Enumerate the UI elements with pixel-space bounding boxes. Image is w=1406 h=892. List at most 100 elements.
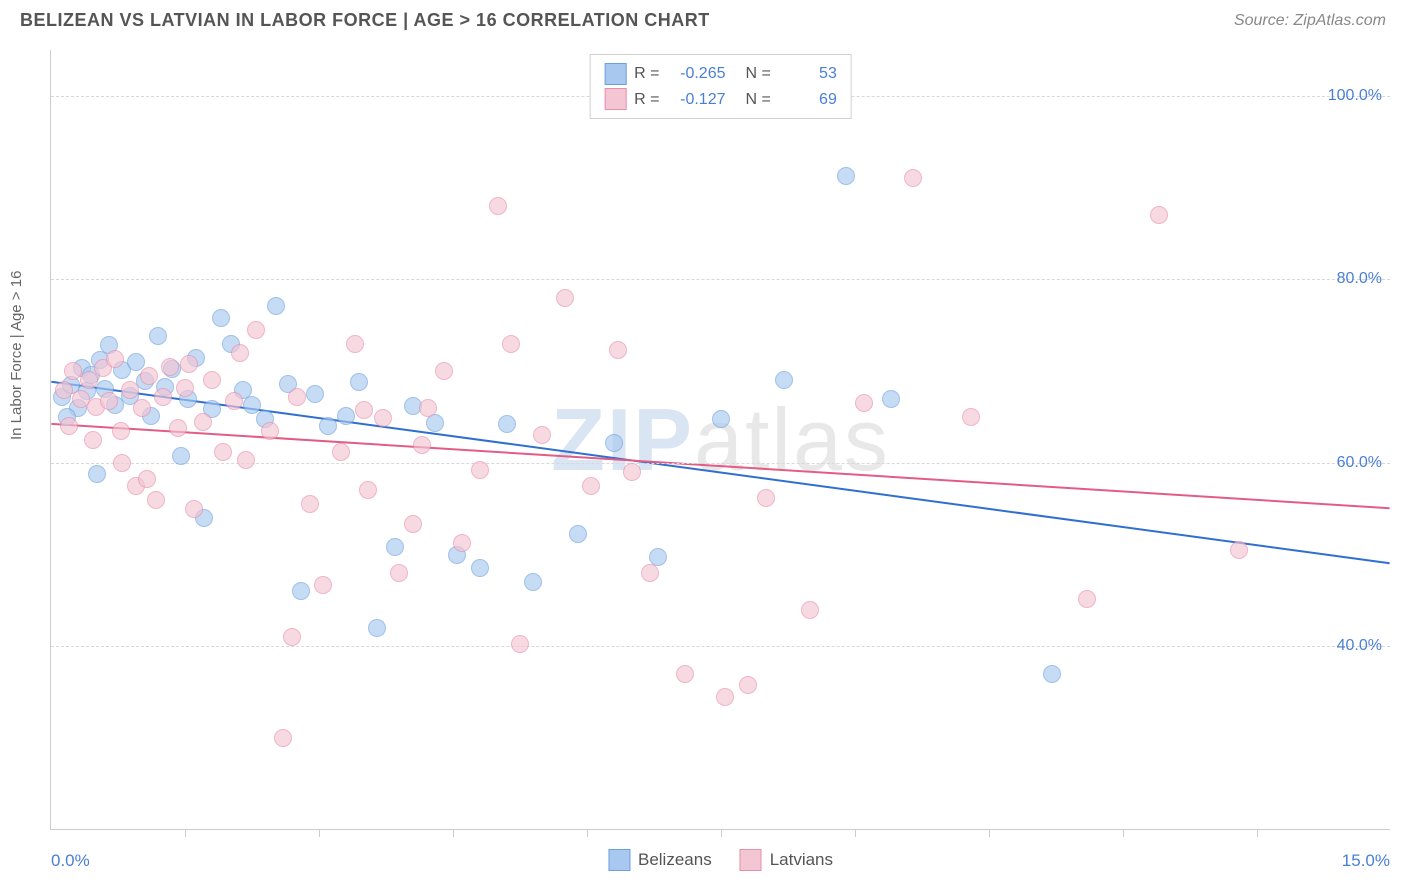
data-point (84, 431, 102, 449)
data-point (605, 434, 623, 452)
data-point (556, 289, 574, 307)
x-tick (185, 829, 186, 837)
x-tick (989, 829, 990, 837)
data-point (332, 443, 350, 461)
legend-item-belizeans: Belizeans (608, 849, 712, 871)
data-point (404, 515, 422, 533)
data-point (147, 491, 165, 509)
data-point (524, 573, 542, 591)
data-point (180, 355, 198, 373)
data-point (1078, 590, 1096, 608)
series-legend: Belizeans Latvians (608, 849, 833, 871)
data-point (113, 454, 131, 472)
data-point (283, 628, 301, 646)
swatch-icon (740, 849, 762, 871)
data-point (172, 447, 190, 465)
y-tick-label: 40.0% (1337, 637, 1382, 655)
data-point (837, 167, 855, 185)
data-point (775, 371, 793, 389)
data-point (149, 327, 167, 345)
data-point (176, 379, 194, 397)
data-point (237, 451, 255, 469)
data-point (712, 410, 730, 428)
data-point (511, 635, 529, 653)
data-point (100, 392, 118, 410)
data-point (288, 388, 306, 406)
data-point (739, 676, 757, 694)
data-point (904, 169, 922, 187)
data-point (757, 489, 775, 507)
x-tick (319, 829, 320, 837)
data-point (314, 576, 332, 594)
data-point (413, 436, 431, 454)
data-point (319, 417, 337, 435)
data-point (185, 500, 203, 518)
data-point (261, 422, 279, 440)
data-point (533, 426, 551, 444)
data-point (306, 385, 324, 403)
data-point (676, 665, 694, 683)
swatch-icon (604, 88, 626, 110)
data-point (435, 362, 453, 380)
data-point (359, 481, 377, 499)
data-point (716, 688, 734, 706)
data-point (194, 413, 212, 431)
data-point (350, 373, 368, 391)
data-point (161, 358, 179, 376)
data-point (649, 548, 667, 566)
legend-item-latvians: Latvians (740, 849, 833, 871)
legend-row-latvians: R = -0.127 N = 69 (604, 87, 837, 113)
data-point (214, 443, 232, 461)
data-point (231, 344, 249, 362)
x-tick (855, 829, 856, 837)
data-point (498, 415, 516, 433)
data-point (609, 341, 627, 359)
data-point (453, 534, 471, 552)
data-point (386, 538, 404, 556)
x-tick (453, 829, 454, 837)
data-point (121, 381, 139, 399)
data-point (60, 417, 78, 435)
trend-lines (51, 50, 1390, 829)
legend-row-belizeans: R = -0.265 N = 53 (604, 61, 837, 87)
data-point (292, 582, 310, 600)
data-point (502, 335, 520, 353)
data-point (154, 388, 172, 406)
legend-label: Belizeans (638, 850, 712, 870)
swatch-icon (604, 63, 626, 85)
x-tick (587, 829, 588, 837)
data-point (212, 309, 230, 327)
data-point (169, 419, 187, 437)
chart-title: BELIZEAN VS LATVIAN IN LABOR FORCE | AGE… (20, 10, 710, 31)
data-point (368, 619, 386, 637)
data-point (80, 371, 98, 389)
data-point (801, 601, 819, 619)
x-tick (1257, 829, 1258, 837)
data-point (247, 321, 265, 339)
data-point (106, 350, 124, 368)
scatter-chart: ZIPatlas R = -0.265 N = 53 R = -0.127 N … (50, 50, 1390, 830)
data-point (582, 477, 600, 495)
data-point (855, 394, 873, 412)
data-point (641, 564, 659, 582)
correlation-legend: R = -0.265 N = 53 R = -0.127 N = 69 (589, 54, 852, 119)
x-tick (1123, 829, 1124, 837)
y-tick-label: 60.0% (1337, 454, 1382, 472)
data-point (225, 392, 243, 410)
y-tick-label: 100.0% (1328, 87, 1382, 105)
data-point (962, 408, 980, 426)
data-point (337, 407, 355, 425)
x-axis-min-label: 0.0% (51, 851, 90, 871)
data-point (274, 729, 292, 747)
data-point (390, 564, 408, 582)
legend-label: Latvians (770, 850, 833, 870)
data-point (623, 463, 641, 481)
data-point (346, 335, 364, 353)
gridline (51, 646, 1390, 647)
data-point (301, 495, 319, 513)
data-point (569, 525, 587, 543)
data-point (55, 381, 73, 399)
data-point (138, 470, 156, 488)
swatch-icon (608, 849, 630, 871)
data-point (471, 559, 489, 577)
